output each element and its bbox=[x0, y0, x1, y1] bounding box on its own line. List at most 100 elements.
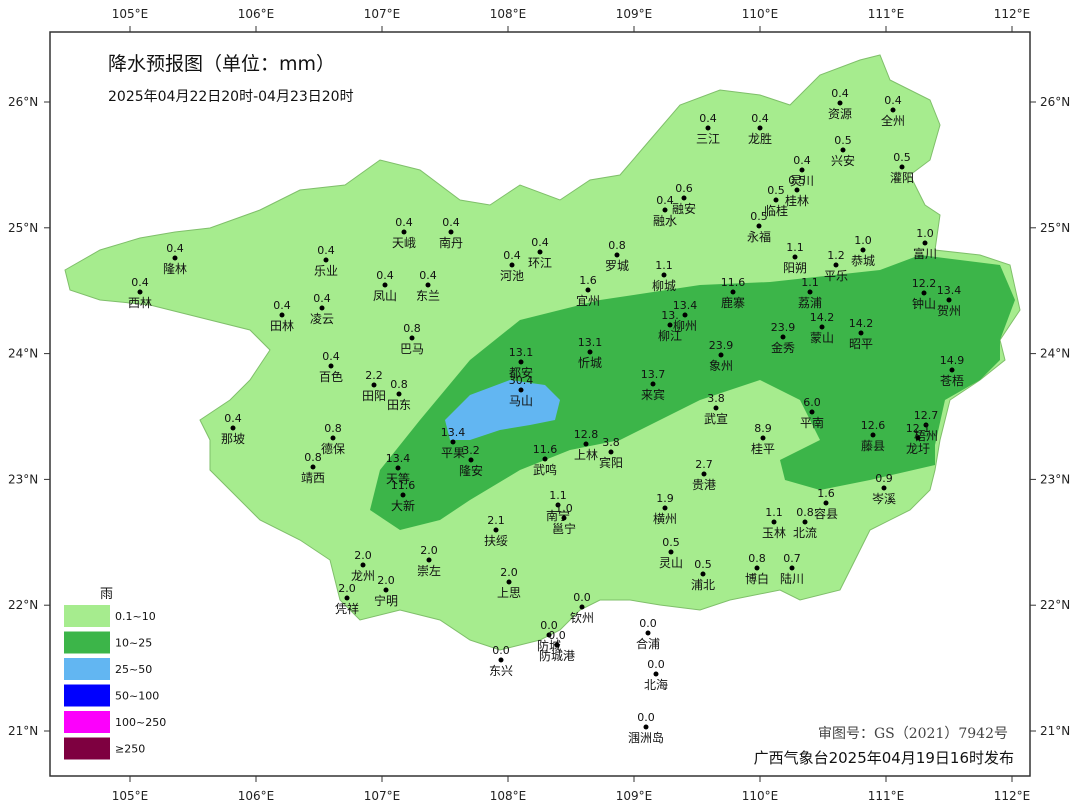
station-dot bbox=[881, 485, 887, 491]
lon-label: 111°E bbox=[868, 7, 905, 21]
lat-label: 23°N bbox=[8, 472, 38, 486]
station-name: 玉林 bbox=[762, 526, 786, 540]
station-name: 德保 bbox=[321, 441, 345, 456]
station-value: 0.4 bbox=[376, 269, 394, 282]
station-value: 6.0 bbox=[803, 396, 821, 409]
station-dot bbox=[310, 464, 316, 470]
station-dot bbox=[468, 457, 474, 463]
lon-label: 106°E bbox=[238, 7, 275, 21]
lat-label: 24°N bbox=[8, 347, 38, 361]
station-dot bbox=[401, 229, 407, 235]
station-name: 东兴 bbox=[489, 664, 513, 678]
station-name: 象州 bbox=[709, 359, 733, 373]
station-value: 0.4 bbox=[751, 112, 769, 125]
station-dot bbox=[949, 367, 955, 373]
station-dot bbox=[807, 289, 813, 295]
station-name: 恭城 bbox=[851, 254, 875, 268]
station-dot bbox=[860, 247, 866, 253]
station-dot bbox=[409, 335, 415, 341]
station-name: 融安 bbox=[672, 201, 696, 216]
station-name: 宁明 bbox=[374, 593, 398, 608]
legend-title: 雨 bbox=[100, 587, 113, 602]
station-value: 12.1 bbox=[906, 422, 931, 435]
station-name: 凤山 bbox=[373, 289, 397, 303]
lon-label: 111°E bbox=[868, 789, 905, 803]
station-dot bbox=[323, 257, 329, 263]
station-name: 那坡 bbox=[221, 432, 245, 446]
map-title: 降水预报图（单位：mm） bbox=[108, 53, 335, 75]
station-value: 0.9 bbox=[875, 472, 893, 485]
station-value: 3.8 bbox=[602, 436, 620, 449]
station-name: 容县 bbox=[814, 506, 838, 521]
station-value: 1.2 bbox=[827, 249, 845, 262]
station-dot bbox=[583, 441, 589, 447]
lon-label: 110°E bbox=[742, 7, 779, 21]
lon-label: 112°E bbox=[994, 789, 1031, 803]
station-dot bbox=[614, 252, 620, 258]
legend-swatch bbox=[64, 737, 110, 760]
station-dot bbox=[713, 405, 719, 411]
station-value: 0.4 bbox=[442, 216, 460, 229]
lat-label: 21°N bbox=[1040, 724, 1070, 738]
station-name: 隆安 bbox=[459, 463, 483, 478]
station-dot bbox=[426, 557, 432, 563]
station-name: 桂林 bbox=[785, 193, 809, 208]
station-value: 1.1 bbox=[549, 489, 567, 502]
station-dot bbox=[360, 562, 366, 568]
station-value: 0.8 bbox=[796, 506, 814, 519]
station-name: 贵港 bbox=[692, 478, 716, 492]
lat-label: 21°N bbox=[8, 724, 38, 738]
lon-label: 108°E bbox=[490, 789, 527, 803]
station-value: 0.4 bbox=[313, 292, 331, 305]
station-dot bbox=[498, 657, 504, 663]
station-value: 23.9 bbox=[709, 339, 734, 352]
station-value: 1.9 bbox=[656, 492, 674, 505]
station-name: 北海 bbox=[644, 677, 668, 692]
station-value: 11.6 bbox=[391, 479, 416, 492]
station-dot bbox=[756, 223, 762, 229]
station-value: 0.5 bbox=[767, 184, 785, 197]
station-dot bbox=[662, 505, 668, 511]
station-dot bbox=[760, 435, 766, 441]
station-name: 隆林 bbox=[163, 261, 187, 276]
station-name: 柳州 bbox=[673, 319, 697, 333]
lat-label: 24°N bbox=[1040, 347, 1070, 361]
region-25-50 bbox=[445, 380, 560, 440]
station-value: 13.1 bbox=[578, 336, 603, 349]
station-dot bbox=[608, 449, 614, 455]
station-name: 柳城 bbox=[652, 279, 676, 293]
station-value: 12.2 bbox=[912, 277, 937, 290]
station-dot bbox=[667, 322, 673, 328]
station-value: 0.0 bbox=[639, 617, 657, 630]
station-dot bbox=[137, 289, 143, 295]
station-name: 博白 bbox=[745, 571, 769, 586]
station-name: 横州 bbox=[653, 512, 677, 526]
station-value: 1.1 bbox=[765, 506, 783, 519]
station-dot bbox=[493, 527, 499, 533]
station-value: 14.2 bbox=[810, 311, 835, 324]
station-name: 钟山 bbox=[912, 296, 936, 311]
station-dot bbox=[682, 312, 688, 318]
station-value: 3.2 bbox=[462, 444, 480, 457]
station-value: 0.8 bbox=[304, 451, 322, 464]
station-value: 2.0 bbox=[338, 582, 356, 595]
station-name: 陆川 bbox=[780, 571, 804, 586]
station-value: 13.1 bbox=[509, 346, 534, 359]
lon-label: 110°E bbox=[742, 789, 779, 803]
station-value: 0.0 bbox=[492, 644, 510, 657]
station-dot bbox=[645, 630, 651, 636]
station-dot bbox=[537, 249, 543, 255]
station-value: 12.8 bbox=[574, 428, 599, 441]
station-name: 苍梧 bbox=[940, 373, 964, 388]
station-name: 巴马 bbox=[400, 342, 424, 356]
station-dot bbox=[780, 334, 786, 340]
station-dot bbox=[555, 502, 561, 508]
station-dot bbox=[546, 632, 552, 638]
station-name: 崇左 bbox=[417, 563, 441, 578]
legend-label: 25~50 bbox=[115, 663, 152, 676]
station-dot bbox=[837, 100, 843, 106]
station-value: 0.5 bbox=[834, 134, 852, 147]
station-value: 0.4 bbox=[166, 242, 184, 255]
station-name: 田林 bbox=[270, 319, 294, 333]
station-name: 田阳 bbox=[362, 389, 386, 403]
